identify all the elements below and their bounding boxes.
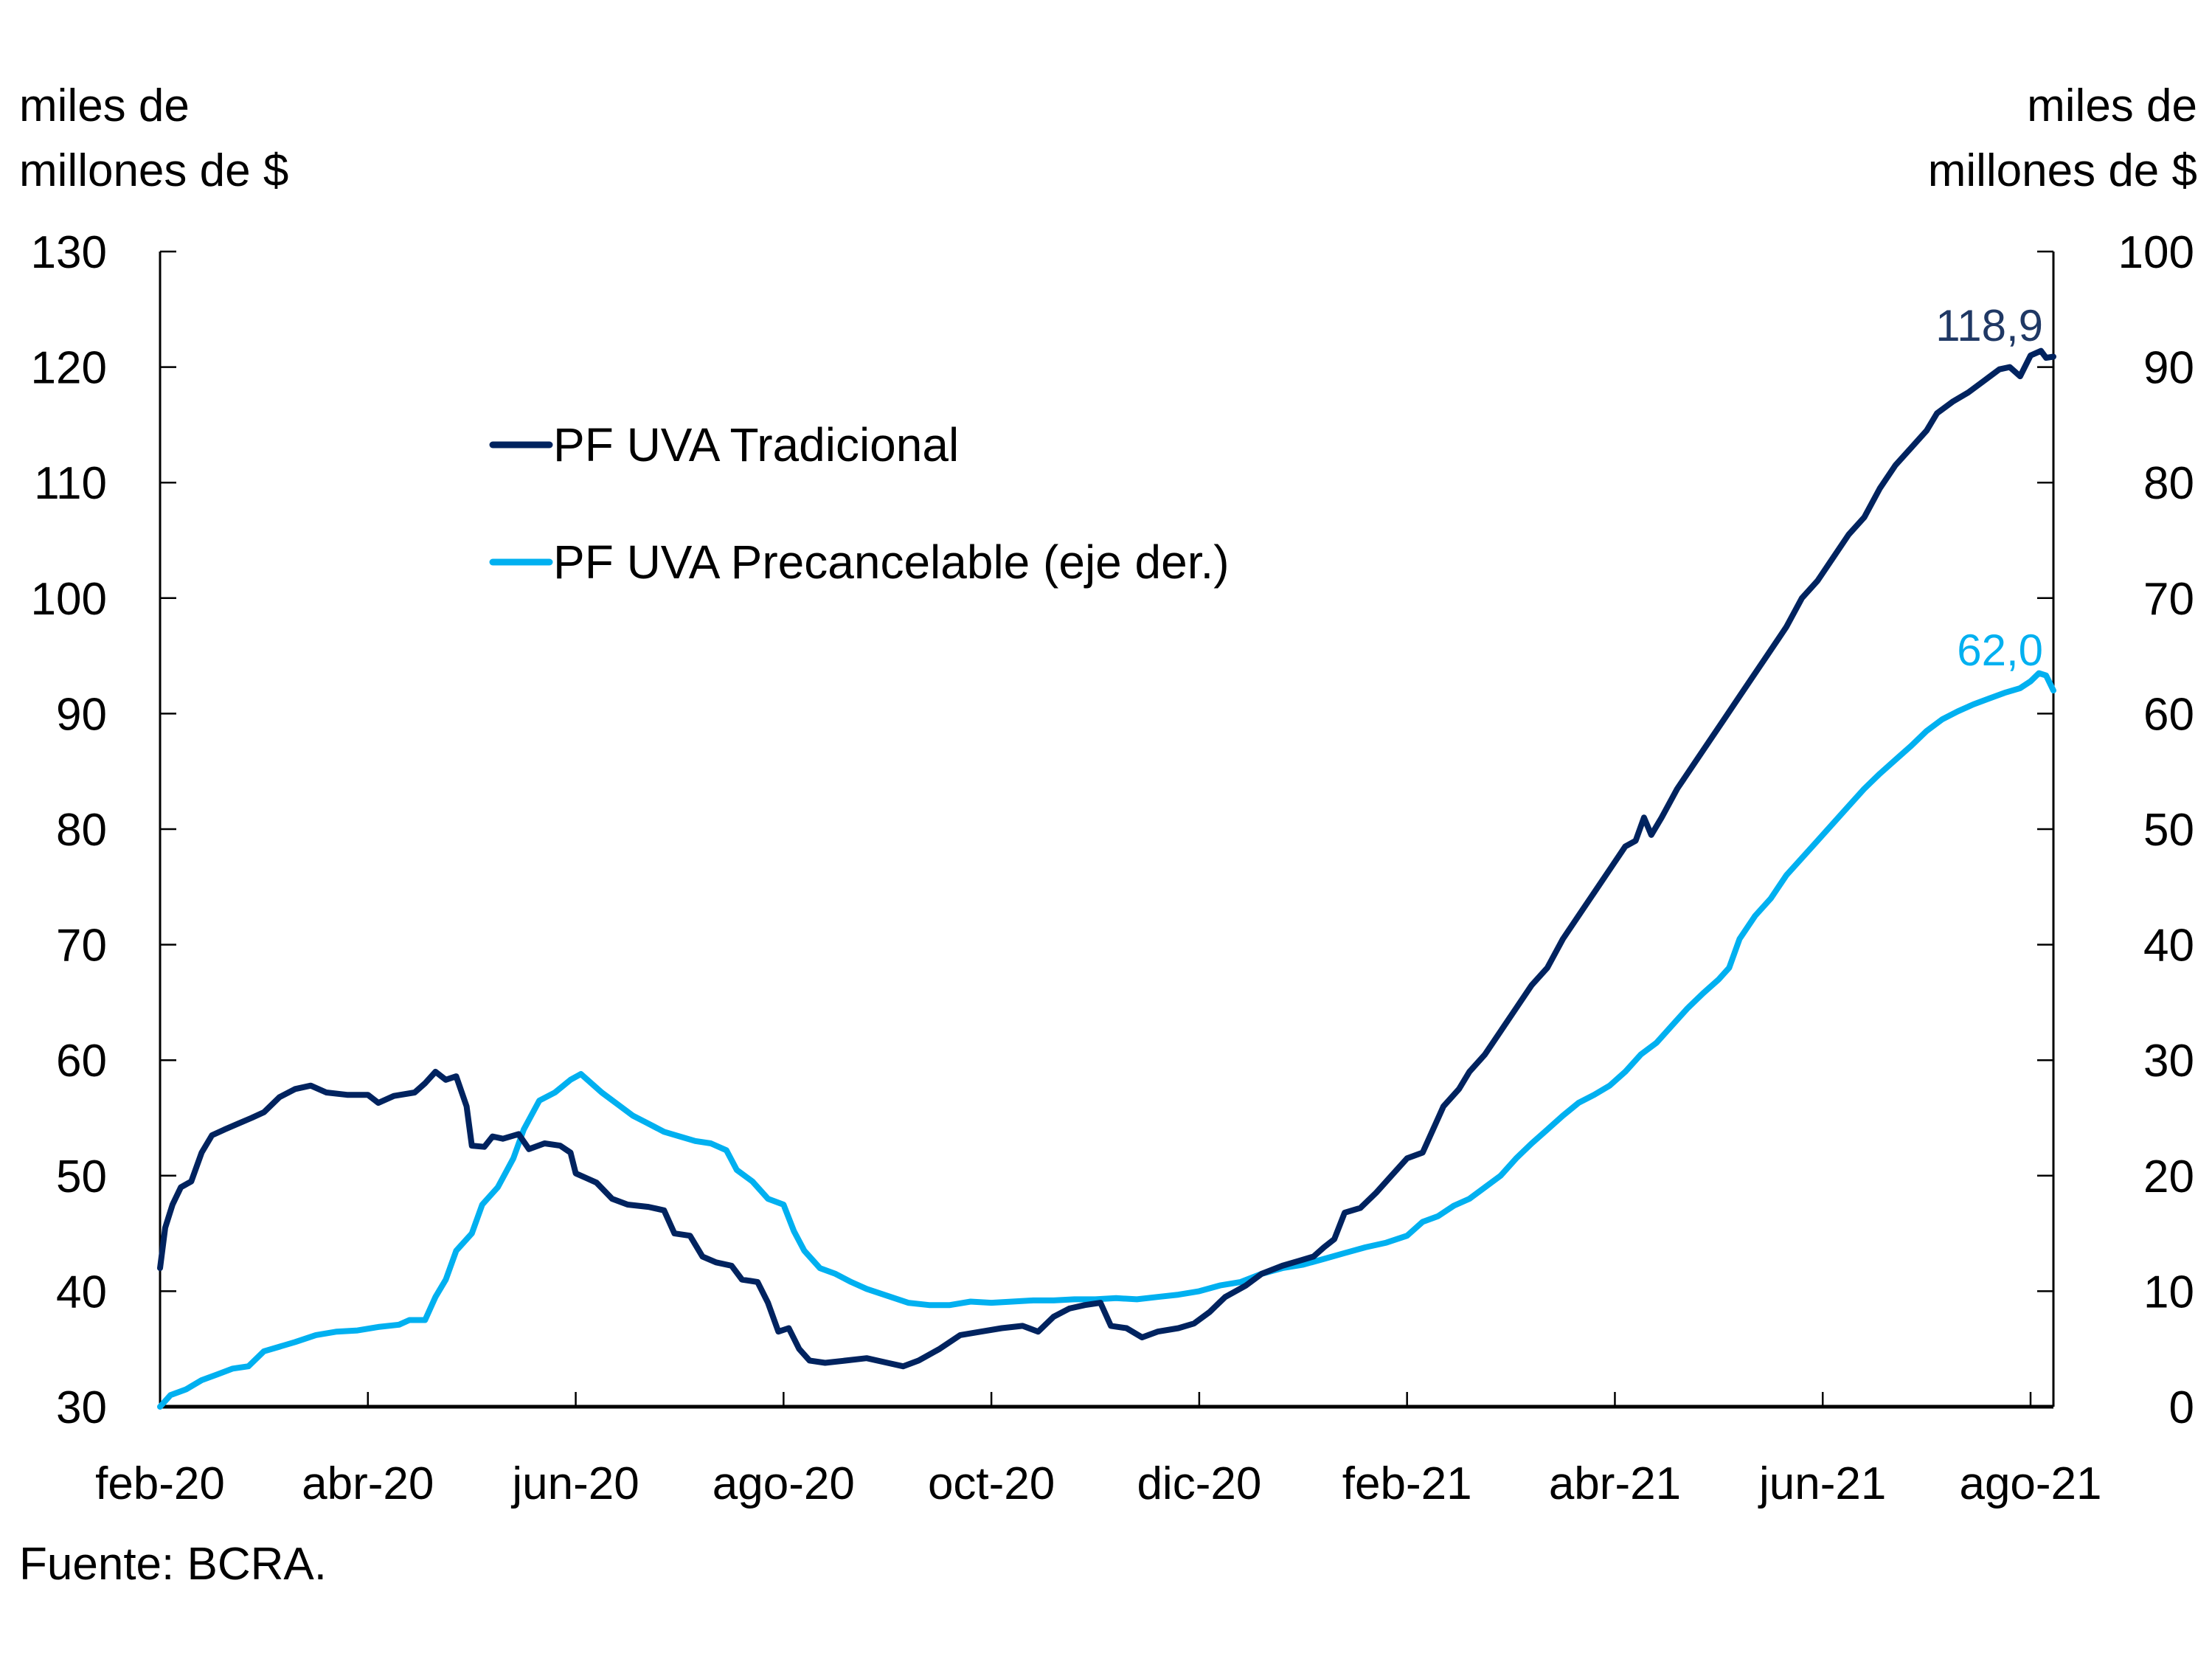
x-tick-label: feb-20 bbox=[95, 1458, 225, 1509]
series-layer bbox=[157, 347, 2056, 1410]
legend-label-tradicional: PF UVA Tradicional bbox=[553, 418, 959, 471]
left-tick-label: 60 bbox=[56, 1036, 107, 1087]
right-tick-label: 40 bbox=[2143, 921, 2194, 971]
left-tick-label: 30 bbox=[56, 1382, 107, 1433]
right-tick-label: 70 bbox=[2143, 574, 2194, 625]
left-tick-label: 50 bbox=[56, 1151, 107, 1202]
left-tick-label: 120 bbox=[31, 343, 107, 394]
end-label-tradicional: 118,9 bbox=[1935, 301, 2043, 350]
left-tick-label: 130 bbox=[31, 227, 107, 278]
right-tick-label: 10 bbox=[2143, 1267, 2194, 1317]
right-tick-label: 50 bbox=[2143, 805, 2194, 856]
x-tick-label: jun-21 bbox=[1758, 1458, 1886, 1509]
right-axis-unit-label: miles de millones de $ bbox=[1928, 74, 2197, 204]
left-tick-label: 70 bbox=[56, 921, 107, 971]
x-tick-label: abr-20 bbox=[302, 1458, 434, 1509]
left-tick-label: 110 bbox=[34, 458, 107, 509]
series-line-pf-uva-tradicional bbox=[157, 347, 2056, 1370]
x-tick-label: dic-20 bbox=[1137, 1458, 1261, 1509]
x-tick-label: feb-21 bbox=[1342, 1458, 1472, 1509]
left-axis-unit-label: miles de millones de $ bbox=[19, 74, 288, 204]
end-labels: 118,9 62,0 bbox=[1935, 301, 2043, 675]
right-tick-label: 60 bbox=[2143, 689, 2194, 740]
x-tick-label: abr-21 bbox=[1549, 1458, 1681, 1509]
left-tick-label: 80 bbox=[56, 805, 107, 856]
source-note: Fuente: BCRA. bbox=[19, 1539, 327, 1590]
right-tick-label: 30 bbox=[2143, 1036, 2194, 1087]
x-axis: feb-20 abr-20 jun-20 ago-20 oct-20 dic-20 feb-… bbox=[95, 1392, 2102, 1509]
legend: PF UVA Tradicional PF UVA Precancelable (… bbox=[489, 418, 1230, 589]
left-tick-label: 40 bbox=[56, 1267, 107, 1317]
x-tick-label: ago-20 bbox=[713, 1458, 855, 1509]
right-tick-label: 80 bbox=[2143, 458, 2194, 509]
left-axis: 30 40 50 60 70 80 90 100 110 120 130 bbox=[31, 227, 176, 1433]
left-tick-label: 100 bbox=[31, 574, 107, 625]
x-tick-label: ago-21 bbox=[1959, 1458, 2101, 1509]
right-tick-label: 100 bbox=[2118, 227, 2194, 278]
left-axis-unit-line-2: millones de $ bbox=[19, 145, 289, 196]
right-axis-unit-line-1: miles de bbox=[2027, 80, 2197, 131]
left-tick-label: 90 bbox=[56, 689, 107, 740]
legend-label-precancelable: PF UVA Precancelable (eje der.) bbox=[553, 536, 1230, 589]
left-axis-unit-line-1: miles de bbox=[19, 80, 190, 131]
x-tick-label: jun-20 bbox=[510, 1458, 639, 1509]
right-tick-label: 90 bbox=[2143, 343, 2194, 394]
right-axis-unit-line-2: millones de $ bbox=[1927, 145, 2197, 196]
right-axis: 0 10 20 30 40 50 60 70 80 90 100 bbox=[2037, 227, 2194, 1433]
end-label-precancelable: 62,0 bbox=[1957, 626, 2043, 675]
right-tick-label: 0 bbox=[2169, 1382, 2194, 1433]
x-tick-label: oct-20 bbox=[928, 1458, 1055, 1509]
series-line-pf-uva-precancelable bbox=[157, 670, 2056, 1410]
right-tick-label: 20 bbox=[2143, 1151, 2194, 1202]
